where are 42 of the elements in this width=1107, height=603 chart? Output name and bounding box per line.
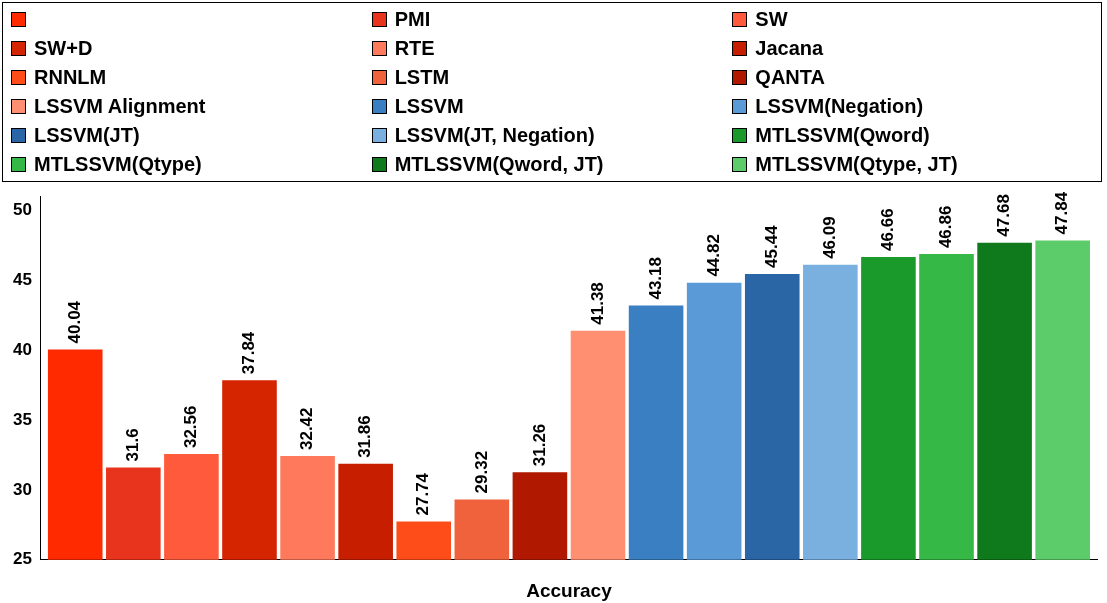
legend-label: SW bbox=[755, 8, 788, 31]
legend-label: MTLSSVM(Qtype, JT) bbox=[755, 153, 958, 176]
data-label: 32.56 bbox=[181, 405, 201, 449]
data-label: 46.86 bbox=[936, 205, 956, 249]
data-label: 46.66 bbox=[878, 208, 898, 251]
legend-label: QANTA bbox=[755, 66, 825, 89]
legend-label: MTLSSVM(Qword) bbox=[755, 124, 930, 147]
x-axis-title: Accuracy bbox=[526, 579, 613, 601]
data-label: 44.82 bbox=[703, 234, 723, 277]
y-tick-label: 50 bbox=[12, 199, 32, 219]
legend-label: RTE bbox=[394, 37, 435, 60]
data-label: 31.26 bbox=[529, 423, 549, 467]
legend-label: LSSVM(JT, Negation) bbox=[394, 124, 595, 147]
data-label: 32.42 bbox=[297, 407, 317, 451]
data-label: 29.32 bbox=[471, 450, 491, 494]
legend-label: RNNLM bbox=[34, 66, 107, 89]
legend-label: MTLSSVM(Qtype) bbox=[34, 153, 202, 176]
legend-label: PMI bbox=[394, 8, 431, 31]
legend-label: Jacana bbox=[755, 37, 824, 60]
y-tick-label: 35 bbox=[12, 409, 32, 429]
y-tick-label: 30 bbox=[12, 479, 32, 499]
legend-label: SW+D bbox=[34, 37, 93, 60]
data-label: 27.74 bbox=[413, 472, 433, 516]
data-label: 31.86 bbox=[355, 415, 375, 458]
y-tick-label: 45 bbox=[12, 269, 32, 289]
data-label: 47.68 bbox=[994, 194, 1014, 237]
data-label: 43.18 bbox=[645, 257, 665, 300]
data-label: 47.84 bbox=[1052, 191, 1072, 235]
data-label: 40.04 bbox=[64, 300, 84, 344]
data-label: 37.84 bbox=[239, 331, 259, 375]
y-tick-label: 25 bbox=[12, 549, 32, 569]
data-label: 31.6 bbox=[123, 428, 142, 462]
legend-label: LSSVM Alignment bbox=[34, 95, 206, 118]
legend-label: LSSVM bbox=[394, 95, 464, 118]
data-label: 45.44 bbox=[761, 224, 781, 268]
legend-label: LSTM bbox=[394, 66, 450, 89]
legend-label: MTLSSVM(Qword, JT) bbox=[394, 153, 604, 176]
data-label: 46.09 bbox=[820, 216, 840, 259]
legend-label: LSSVM(Negation) bbox=[755, 95, 924, 118]
legend-label: LSSVM(JT) bbox=[34, 124, 140, 147]
data-label: 41.38 bbox=[587, 282, 607, 325]
y-tick-label: 40 bbox=[12, 339, 32, 359]
